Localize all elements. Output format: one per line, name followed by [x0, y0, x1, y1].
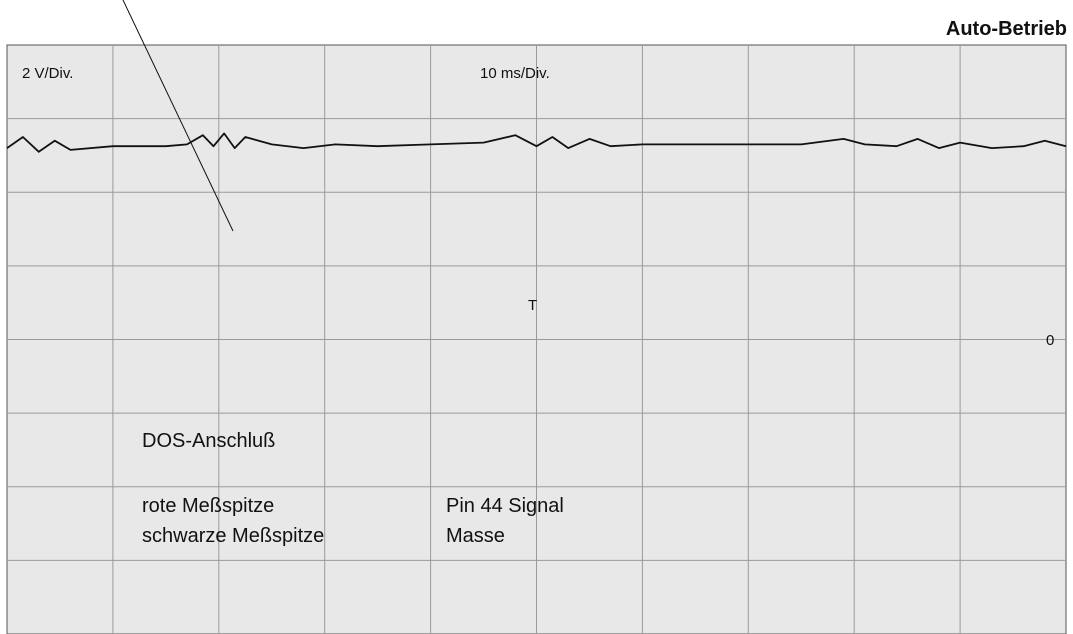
volts-per-div-label: 2 V/Div. — [22, 65, 73, 82]
probe-black-target: Masse — [446, 525, 505, 547]
signal-trace — [6, 132, 1067, 153]
time-per-div-label: 10 ms/Div. — [480, 65, 550, 82]
signal-trace-line — [6, 132, 1067, 153]
probe-red-target: Pin 44 Signal — [446, 495, 564, 517]
trigger-marker: T — [528, 297, 537, 314]
callout-pointer-line — [122, 0, 234, 232]
scope-grid — [6, 44, 1067, 634]
probe-red-label: rote Meßspitze — [142, 495, 274, 517]
probe-black-label: schwarze Meßspitze — [142, 525, 324, 547]
zero-marker: 0 — [1046, 332, 1054, 349]
connection-label: DOS-Anschluß — [142, 430, 275, 452]
mode-title: Auto-Betrieb — [945, 18, 1067, 40]
scope-labels: 2 V/Div. 10 ms/Div. T 0 DOS-Anschluß rot… — [22, 65, 1054, 547]
